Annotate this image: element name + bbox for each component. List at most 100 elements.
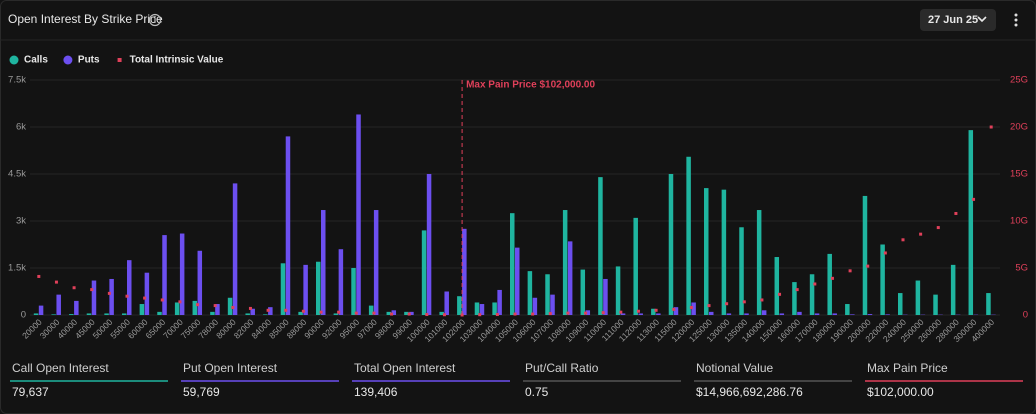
intrinsic-point <box>531 312 535 316</box>
y-tick-label: 6k <box>16 122 26 133</box>
bar <box>263 314 268 315</box>
stat-value: 0.75 <box>525 385 549 399</box>
bar <box>215 304 220 315</box>
bar <box>845 304 850 315</box>
chart-title: Open Interest By Strike Price <box>8 12 163 26</box>
intrinsic-point <box>654 308 658 312</box>
bar <box>144 272 150 315</box>
legend-label: Puts <box>78 55 100 66</box>
info-icon[interactable] <box>148 13 162 27</box>
intrinsic-point <box>425 313 429 317</box>
bar <box>245 313 250 315</box>
bar <box>885 314 890 315</box>
stat-label: Total Open Interest <box>354 361 456 375</box>
bar <box>109 278 114 315</box>
stat-value: 139,406 <box>354 385 398 399</box>
bar <box>74 300 79 315</box>
bar <box>38 305 44 315</box>
bar <box>774 257 780 315</box>
bar <box>986 293 991 315</box>
bar <box>192 300 198 315</box>
bar <box>474 302 480 315</box>
y2-tick-label: 25G <box>1010 75 1028 86</box>
intrinsic-point <box>319 310 323 314</box>
bar <box>51 314 56 315</box>
bar <box>104 313 109 315</box>
bar <box>545 274 550 315</box>
intrinsic-point <box>636 309 640 313</box>
y-tick-label: 7.5k <box>8 75 26 86</box>
bar <box>56 294 61 315</box>
bar <box>69 314 74 315</box>
intrinsic-point <box>495 313 499 317</box>
intrinsic-point <box>919 232 923 236</box>
date-selector[interactable]: 27 Jun 25 <box>920 9 996 31</box>
y-tick-label: 3k <box>16 216 26 227</box>
bar <box>850 314 855 315</box>
intrinsic-point <box>54 280 58 284</box>
menu-icon[interactable] <box>1014 13 1018 27</box>
bar <box>880 244 885 315</box>
stat-label: Notional Value <box>696 361 773 375</box>
bar <box>457 296 462 315</box>
intrinsic-point <box>407 312 411 316</box>
intrinsic-point <box>478 313 482 317</box>
bar <box>867 314 873 315</box>
annotation: Max Pain Price $102,000.00 <box>466 80 595 91</box>
bar <box>580 269 586 315</box>
bar <box>562 210 568 315</box>
intrinsic-point <box>213 304 217 308</box>
stat-value: $102,000.00 <box>867 385 934 399</box>
bar <box>409 311 414 315</box>
intrinsic-point <box>795 288 799 292</box>
legend: Calls Puts Total Intrinsic Value <box>9 55 224 66</box>
bar <box>210 311 215 315</box>
intrinsic-point <box>442 313 446 317</box>
bar <box>709 311 714 315</box>
bar <box>33 313 39 315</box>
intrinsic-point <box>742 300 746 304</box>
bar <box>321 210 326 315</box>
intrinsic-point <box>778 292 782 296</box>
intrinsic-point <box>266 308 270 312</box>
intrinsic-point <box>566 311 570 315</box>
bar <box>550 294 555 315</box>
bar <box>739 227 744 315</box>
bar <box>515 247 520 315</box>
stat-label: Put/Call Ratio <box>525 361 599 375</box>
intrinsic-point <box>178 300 182 304</box>
intrinsic-point <box>883 251 887 255</box>
bar <box>268 307 273 315</box>
bar <box>792 282 797 315</box>
intrinsic-point <box>248 306 252 310</box>
intrinsic-point <box>901 238 905 242</box>
bar <box>439 311 444 315</box>
legend-swatch <box>117 58 122 62</box>
bar <box>338 249 344 315</box>
intrinsic-point <box>513 312 517 316</box>
bar <box>744 313 749 315</box>
stat-label: Max Pain Price <box>867 361 948 375</box>
intrinsic-point <box>972 197 976 201</box>
intrinsic-point <box>72 286 76 290</box>
bar <box>368 305 374 315</box>
bar <box>444 291 449 315</box>
legend-label: Total Intrinsic Value <box>130 55 224 66</box>
bar <box>814 313 820 315</box>
intrinsic-point <box>231 305 235 309</box>
bar <box>668 174 674 315</box>
bar <box>933 294 938 315</box>
bar <box>898 293 903 315</box>
intrinsic-point <box>548 312 552 316</box>
bar <box>232 183 238 315</box>
bar <box>426 174 432 315</box>
bar <box>174 302 180 315</box>
bar <box>656 313 661 315</box>
stat-value: $14,966,692,286.76 <box>696 385 803 399</box>
bar <box>127 260 132 315</box>
bar <box>950 264 956 315</box>
bar <box>386 311 392 315</box>
bar <box>797 311 802 315</box>
